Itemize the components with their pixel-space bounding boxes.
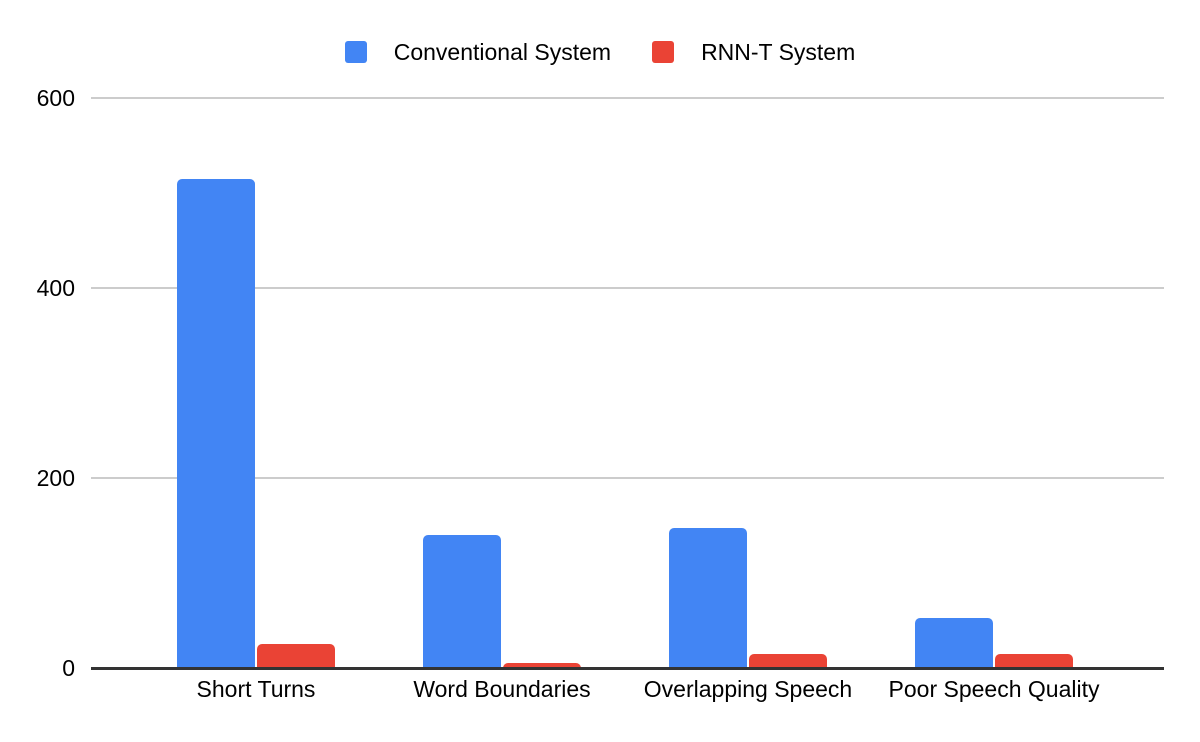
gridline-600 (91, 97, 1164, 99)
bar-conventional-3 (915, 617, 993, 668)
bar-rnnt-0 (257, 644, 335, 668)
bar-conventional-2 (669, 528, 747, 668)
y-tick-label-200: 200 (36, 465, 75, 491)
gridline-200 (91, 477, 1164, 479)
x-axis-label-2: Overlapping Speech (643, 676, 853, 702)
bar-conventional-1 (423, 535, 501, 668)
bar-conventional-0 (177, 178, 255, 668)
y-tick-label-0: 0 (62, 655, 75, 681)
y-tick-label-600: 600 (36, 85, 75, 111)
legend-swatch-0 (344, 41, 367, 63)
x-axis-label-1: Word Boundaries (413, 676, 591, 702)
legend-label-1: RNN-T System (701, 38, 856, 65)
legend-item-1: RNN-T System (652, 39, 855, 66)
legend-item-0: Conventional System (344, 38, 612, 66)
gridline-400 (91, 287, 1164, 289)
bar-rnnt-3 (995, 653, 1073, 668)
x-axis-line (91, 667, 1164, 670)
legend-swatch-1 (652, 41, 675, 63)
x-axis-label-3: Poor Speech Quality (888, 676, 1100, 702)
chart-legend: Conventional System RNN-T System (0, 37, 1200, 67)
bar-rnnt-1 (503, 663, 581, 668)
bar-rnnt-2 (749, 653, 827, 668)
x-axis-label-0: Short Turns (196, 676, 316, 702)
y-tick-label-400: 400 (36, 275, 75, 301)
legend-label-0: Conventional System (393, 38, 612, 65)
